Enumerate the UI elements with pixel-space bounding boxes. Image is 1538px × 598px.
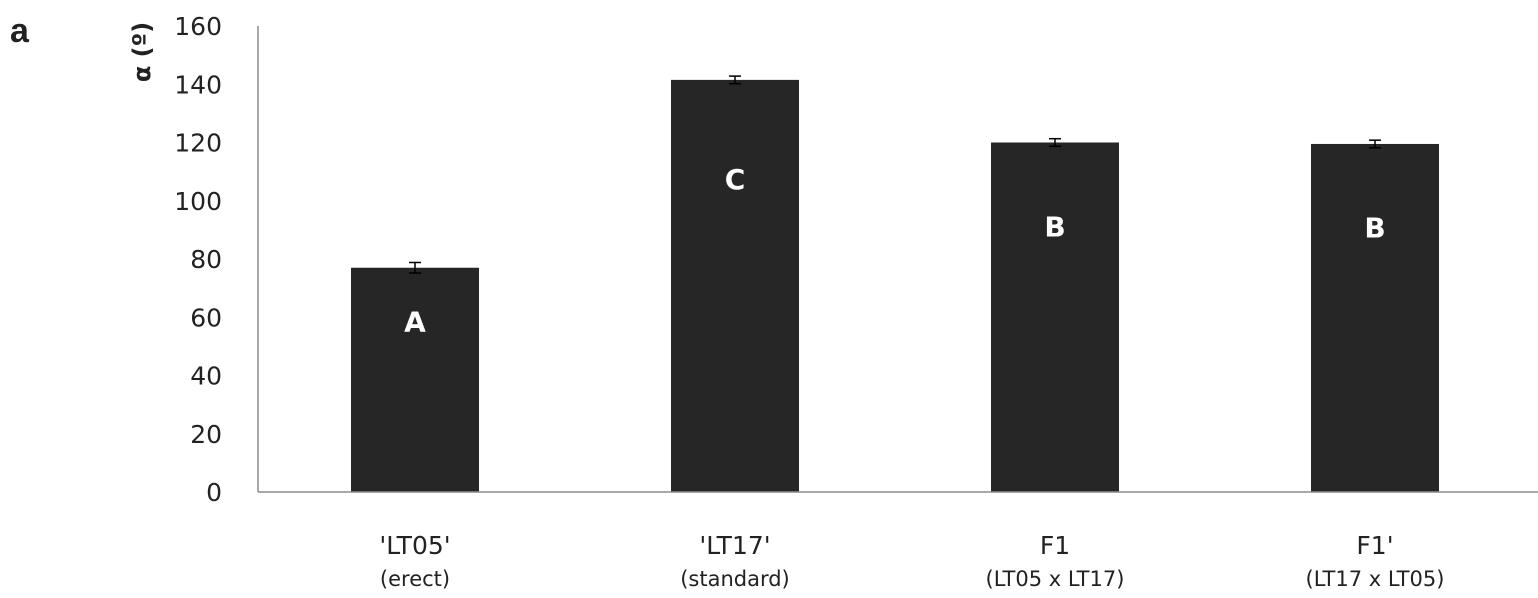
- y-tick-label: 60: [190, 303, 222, 332]
- y-tick-label: 160: [174, 12, 222, 41]
- x-category-sublabel: (standard): [680, 567, 790, 591]
- y-tick-label: 0: [206, 478, 222, 507]
- x-category-label: F1': [1356, 531, 1393, 560]
- x-category-sublabel: (erect): [380, 567, 450, 591]
- y-tick-label: 100: [174, 187, 222, 216]
- error-bar: [729, 75, 741, 85]
- panel-label: a: [10, 12, 30, 50]
- x-category-label: 'LT17': [699, 531, 770, 560]
- x-category-sublabel: (LT05 x LT17): [986, 567, 1125, 591]
- significance-letter: A: [404, 306, 426, 339]
- x-category-label: F1: [1040, 531, 1070, 560]
- y-tick-label: 120: [174, 129, 222, 158]
- error-bar: [409, 261, 421, 274]
- y-tick-label: 140: [174, 70, 222, 99]
- y-tick-label: 40: [190, 362, 222, 391]
- error-bar: [1049, 137, 1061, 148]
- bar: [671, 79, 799, 492]
- bar: [991, 142, 1119, 492]
- x-axis-labels: 'LT05' (erect) 'LT17' (standard) F1 (LT05 x L…: [379, 531, 1444, 591]
- error-bar: [1369, 139, 1381, 149]
- significance-letter: C: [725, 163, 746, 196]
- significance-letter: B: [1044, 210, 1065, 243]
- y-tick-label: 20: [190, 420, 222, 449]
- bar: [1311, 143, 1439, 493]
- x-category-sublabel: (LT17 x LT05): [1306, 567, 1445, 591]
- significance-letter: B: [1364, 211, 1385, 244]
- bars-group: A C B B: [351, 75, 1439, 493]
- y-tick-label: 80: [190, 245, 222, 274]
- bar: [351, 267, 479, 492]
- y-axis-ticks: 0 20 40 60 80 100 120 140 160: [174, 12, 222, 507]
- y-axis-label: α (º): [128, 22, 156, 82]
- x-category-label: 'LT05': [379, 531, 450, 560]
